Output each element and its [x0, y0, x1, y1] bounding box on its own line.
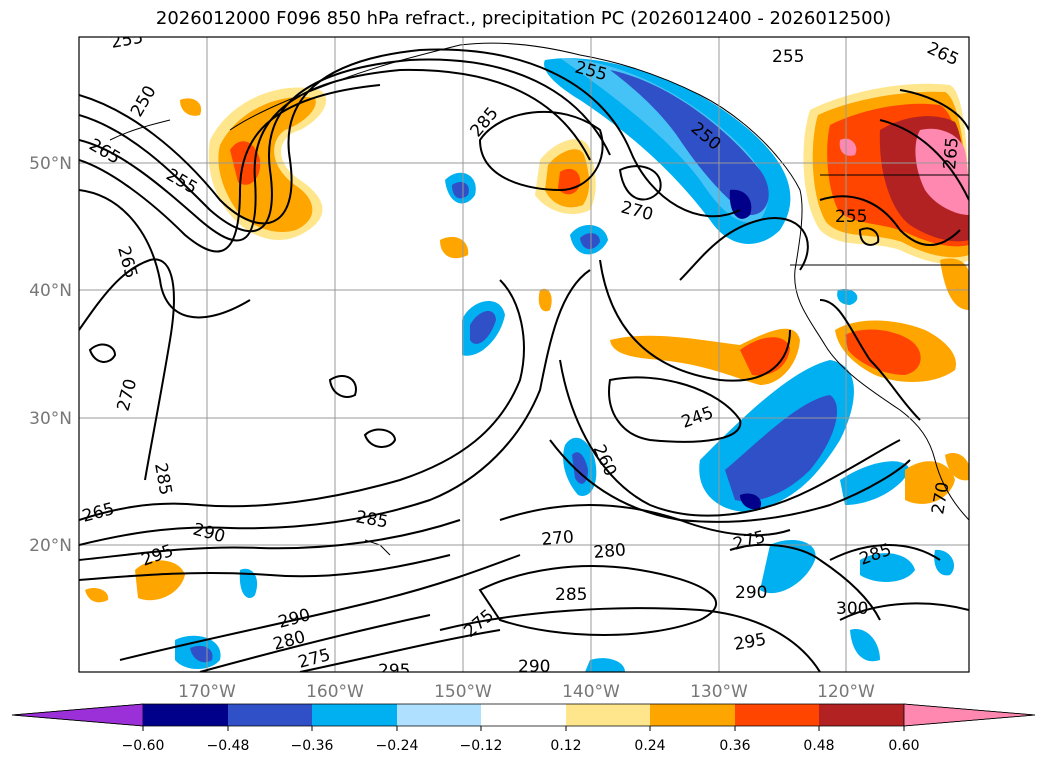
colorbar-segment: [735, 704, 819, 726]
colorbar-segment: [228, 704, 312, 726]
contour-label: 300: [836, 599, 868, 619]
contour-label: 265: [940, 136, 963, 170]
colorbar-segment: [143, 704, 228, 726]
map-frame: [78, 36, 970, 673]
contour-label: 285: [555, 585, 587, 605]
lat-label: 40°N: [29, 281, 72, 301]
map-title: 2026012000 F096 850 hPa refract., precip…: [155, 8, 892, 29]
contour-label: 255: [835, 207, 867, 227]
lon-label: 160°W: [306, 682, 364, 702]
colorbar-tick-label: 0.12: [550, 738, 581, 754]
colorbar-extend-left: [11, 703, 144, 727]
precip-positive-shading: [85, 83, 969, 603]
contour-label: 290: [518, 657, 550, 677]
lon-label: 170°W: [178, 682, 236, 702]
colorbar-tick-label: −0.60: [122, 738, 165, 754]
colorbar-tick-label: 0.24: [634, 738, 665, 754]
lon-label: 130°W: [690, 682, 748, 702]
lon-label: 120°W: [817, 682, 875, 702]
colorbar-tick-label: −0.12: [460, 738, 503, 754]
lon-label: 150°W: [434, 682, 492, 702]
colorbar-segment: [650, 704, 735, 726]
colorbar-tick-label: −0.36: [291, 738, 334, 754]
longitude-labels: 170°W 160°W 150°W 140°W 130°W 120°W: [178, 682, 875, 702]
colorbar-segment: [481, 704, 566, 726]
lon-label: 140°W: [562, 682, 620, 702]
refractivity-contours: [79, 48, 969, 672]
contour-label: 255: [772, 47, 804, 67]
colorbar-tick-label: −0.24: [376, 738, 419, 754]
lat-label: 30°N: [29, 409, 72, 429]
colorbar-segment: [397, 704, 481, 726]
colorbar-tick-label: 0.48: [803, 738, 834, 754]
lat-label: 20°N: [29, 536, 72, 556]
colorbar-segment: [819, 704, 904, 726]
contour-label: 290: [735, 583, 767, 603]
contour-label: 270: [541, 527, 575, 550]
colorbar-segment: [566, 704, 650, 726]
precip-negative-shading: [175, 58, 955, 672]
contour-label: 295: [378, 661, 410, 681]
colorbar-extend-right: [903, 703, 1036, 727]
latitude-labels: 50°N 40°N 30°N 20°N: [29, 154, 72, 556]
colorbar-ticks: [142, 726, 905, 731]
colorbar-tick-label: 0.36: [719, 738, 750, 754]
colorbar: −0.60 −0.48 −0.36 −0.24 −0.12 0.12 0.24 …: [11, 703, 1036, 754]
colorbar-tick-label: 0.60: [888, 738, 919, 754]
colorbar-segment: [312, 704, 397, 726]
colorbar-tick-label: −0.48: [207, 738, 250, 754]
coastlines: [109, 42, 969, 556]
contour-label: 280: [593, 540, 627, 563]
lat-label: 50°N: [29, 154, 72, 174]
